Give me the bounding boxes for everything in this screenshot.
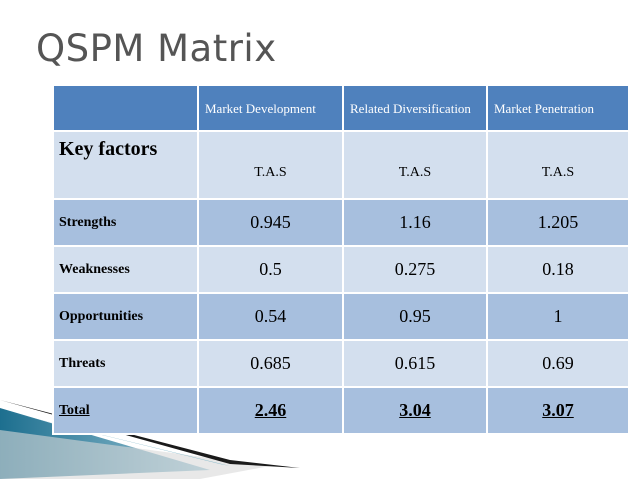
cell-value: 0.5 bbox=[197, 245, 344, 294]
table-row-weaknesses: Weaknesses 0.5 0.275 0.18 bbox=[52, 245, 630, 294]
header-corner bbox=[52, 84, 199, 132]
table-row-threats: Threats 0.685 0.615 0.69 bbox=[52, 339, 630, 388]
cell-value: 0.18 bbox=[486, 245, 630, 294]
tas-label: T.A.S bbox=[486, 130, 630, 200]
header-row: Market Development Related Diversificati… bbox=[52, 84, 630, 132]
gray-swoosh bbox=[0, 430, 270, 479]
cell-value: 1.205 bbox=[486, 198, 630, 247]
table-row-total: Total 2.46 3.04 3.07 bbox=[52, 386, 630, 435]
cell-value: 0.615 bbox=[342, 339, 488, 388]
row-label: Strengths bbox=[52, 198, 199, 247]
total-value: 2.46 bbox=[197, 386, 344, 435]
qspm-table: Market Development Related Diversificati… bbox=[52, 84, 630, 435]
slide-title: QSPM Matrix bbox=[36, 27, 277, 70]
total-value: 3.07 bbox=[486, 386, 630, 435]
tas-label: T.A.S bbox=[197, 130, 344, 200]
cell-value: 0.685 bbox=[197, 339, 344, 388]
table-row-strengths: Strengths 0.945 1.16 1.205 bbox=[52, 198, 630, 247]
cell-value: 0.54 bbox=[197, 292, 344, 341]
subheader-row: Key factors T.A.S T.A.S T.A.S bbox=[52, 130, 630, 200]
row-label: Opportunities bbox=[52, 292, 199, 341]
row-label: Threats bbox=[52, 339, 199, 388]
tas-label: T.A.S bbox=[342, 130, 488, 200]
header-related-diversification: Related Diversification bbox=[342, 84, 488, 132]
row-label: Total bbox=[52, 386, 199, 435]
cell-value: 0.95 bbox=[342, 292, 488, 341]
header-market-development: Market Development bbox=[197, 84, 344, 132]
total-value: 3.04 bbox=[342, 386, 488, 435]
cell-value: 0.69 bbox=[486, 339, 630, 388]
row-label: Weaknesses bbox=[52, 245, 199, 294]
cell-value: 0.275 bbox=[342, 245, 488, 294]
table-row-opportunities: Opportunities 0.54 0.95 1 bbox=[52, 292, 630, 341]
cell-value: 0.945 bbox=[197, 198, 344, 247]
cell-value: 1 bbox=[486, 292, 630, 341]
header-market-penetration: Market Penetration bbox=[486, 84, 630, 132]
key-factors-label: Key factors bbox=[52, 130, 199, 200]
cell-value: 1.16 bbox=[342, 198, 488, 247]
